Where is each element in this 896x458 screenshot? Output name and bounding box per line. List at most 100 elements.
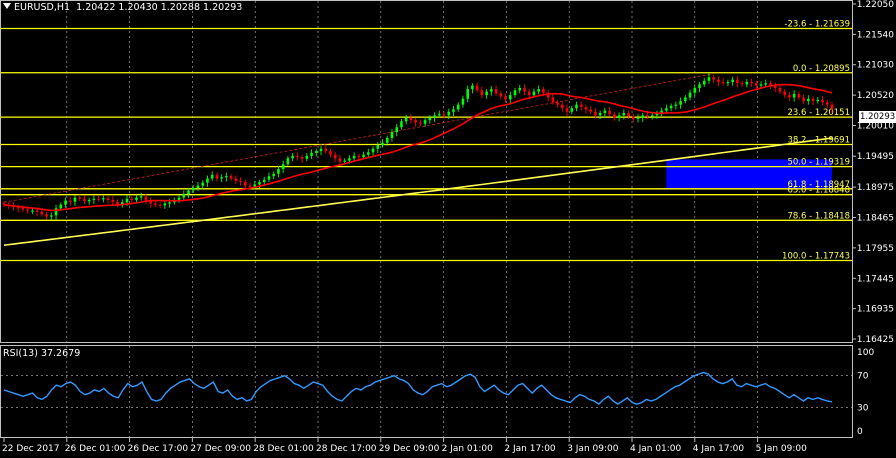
bear-candle bbox=[296, 155, 299, 158]
chart-header[interactable]: EURUSD,H1 1.20422 1.20430 1.20288 1.2029… bbox=[3, 2, 242, 13]
bull-candle bbox=[395, 127, 399, 133]
bear-candle bbox=[551, 97, 555, 103]
bull-candle bbox=[745, 82, 749, 85]
bear-candle bbox=[338, 158, 342, 162]
price-tick-label: 1.21540 bbox=[857, 30, 894, 40]
bull-candle bbox=[277, 168, 280, 174]
fib-label: 0.0 - 1.20895 bbox=[793, 64, 850, 74]
bear-candle bbox=[797, 93, 801, 98]
bull-candle bbox=[50, 215, 53, 217]
bull-candle bbox=[466, 89, 469, 99]
fib-label: 65.0 - 1.18848 bbox=[787, 186, 850, 196]
bull-candle bbox=[305, 155, 309, 159]
bull-candle bbox=[139, 196, 143, 198]
bull-candle bbox=[684, 97, 687, 102]
fib-label: 23.6 - 1.20151 bbox=[787, 108, 850, 118]
bear-candle bbox=[300, 157, 304, 159]
time-tick-label: 3 Jan 09:00 bbox=[567, 444, 619, 454]
bear-candle bbox=[78, 197, 81, 199]
bear-candle bbox=[740, 83, 744, 85]
bear-candle bbox=[499, 93, 503, 97]
bear-candle bbox=[442, 114, 446, 116]
trend-line bbox=[3, 73, 714, 203]
time-tick-label: 2 Jan 17:00 bbox=[504, 444, 556, 454]
bear-candle bbox=[769, 83, 772, 86]
bull-candle bbox=[679, 101, 682, 105]
bear-candle bbox=[613, 114, 616, 118]
bear-candle bbox=[2, 203, 6, 205]
bull-candle bbox=[206, 178, 209, 183]
bull-candle bbox=[726, 82, 730, 84]
ohlc-values: 1.20422 1.20430 1.20288 1.20293 bbox=[76, 2, 243, 13]
moving-average-fast bbox=[3, 83, 833, 212]
bear-candle bbox=[542, 89, 545, 93]
symbol-label: EURUSD,H1 bbox=[14, 2, 71, 13]
bull-candle bbox=[177, 197, 181, 200]
bear-candle bbox=[244, 182, 247, 186]
bull-candle bbox=[636, 117, 640, 119]
rsi-tick-label: 70 bbox=[857, 372, 869, 382]
candles bbox=[2, 73, 834, 221]
bull-candle bbox=[423, 120, 427, 124]
price-tick-label: 1.17955 bbox=[857, 244, 894, 254]
bull-candle bbox=[698, 84, 701, 88]
bear-candle bbox=[523, 87, 526, 92]
bull-candle bbox=[598, 112, 602, 116]
bear-candle bbox=[565, 108, 569, 112]
bull-candle bbox=[702, 80, 706, 85]
rsi-label: RSI(13) 37.2679 bbox=[3, 348, 81, 359]
time-tick-label: 28 Dec 17:00 bbox=[316, 444, 377, 454]
bear-candle bbox=[329, 151, 332, 155]
trend-line-segment bbox=[3, 73, 714, 203]
bear-candle bbox=[631, 116, 635, 119]
bear-candle bbox=[40, 211, 44, 215]
bull-candle bbox=[362, 154, 365, 158]
bear-candle bbox=[608, 110, 611, 115]
bear-candle bbox=[409, 117, 413, 121]
bull-candle bbox=[267, 176, 271, 180]
bull-candle bbox=[253, 184, 257, 187]
bull-candle bbox=[400, 121, 403, 128]
price-tick-label: 1.17445 bbox=[857, 274, 894, 284]
price-axis: 1.22050 1.21540 1.21030 1.20520 1.20010 1.194… bbox=[852, 0, 894, 437]
time-tick-label: 28 Dec 01:00 bbox=[253, 444, 314, 454]
bull-candle bbox=[575, 104, 578, 109]
bear-candle bbox=[712, 77, 716, 80]
triangle-down-icon[interactable] bbox=[3, 3, 11, 9]
bull-candle bbox=[674, 104, 678, 106]
bull-candle bbox=[807, 98, 810, 102]
bull-candle bbox=[456, 104, 460, 110]
time-tick-label: 26 Dec 01:00 bbox=[65, 444, 126, 454]
bull-candle bbox=[191, 188, 195, 191]
bear-candle bbox=[68, 200, 72, 202]
bear-candle bbox=[589, 109, 592, 112]
time-tick-label: 27 Dec 09:00 bbox=[190, 444, 251, 454]
bear-candle bbox=[248, 185, 252, 187]
time-tick-label: 26 Dec 17:00 bbox=[128, 444, 189, 454]
bull-candle bbox=[665, 108, 668, 111]
bear-candle bbox=[579, 104, 583, 108]
rsi-tick-label: 100 bbox=[857, 348, 874, 358]
bear-candle bbox=[45, 214, 48, 217]
bull-candle bbox=[693, 87, 697, 93]
bull-candle bbox=[281, 164, 285, 169]
moving-average-slow bbox=[3, 137, 833, 246]
bull-candle bbox=[759, 84, 763, 86]
bear-candle bbox=[158, 204, 162, 206]
bull-candle bbox=[655, 112, 659, 116]
bear-candle bbox=[546, 92, 550, 98]
bear-candle bbox=[504, 96, 507, 100]
fib-label: 50.0 - 1.19319 bbox=[787, 158, 850, 168]
fast-ma-line bbox=[3, 83, 833, 212]
rsi-panel-border bbox=[0, 345, 853, 438]
bear-candle bbox=[26, 209, 29, 211]
bear-candle bbox=[750, 82, 753, 84]
price-tick-label: 1.22050 bbox=[857, 0, 894, 10]
bear-candle bbox=[234, 178, 238, 181]
bull-candle bbox=[125, 198, 129, 203]
bull-candle bbox=[381, 142, 384, 146]
bear-candle bbox=[154, 203, 157, 205]
bear-candle bbox=[414, 120, 417, 123]
price-tick-label: 1.16935 bbox=[857, 305, 894, 315]
